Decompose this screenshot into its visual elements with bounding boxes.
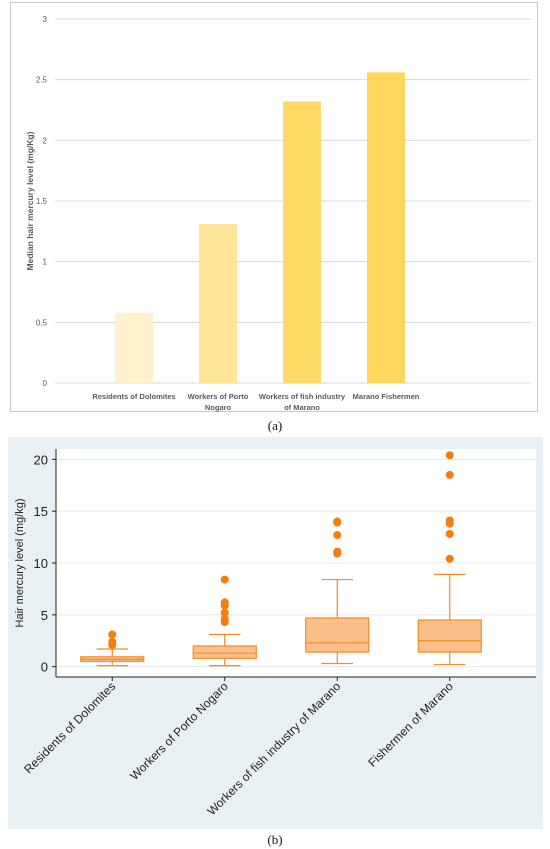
x-tick-label: Workers of fish industry	[259, 392, 346, 401]
box	[417, 619, 482, 653]
y-tick-label: 5	[41, 608, 48, 623]
outlier-point	[108, 637, 117, 646]
y-tick-label: 10	[34, 556, 48, 571]
x-tick-label: Nogaro	[205, 403, 232, 412]
bar	[283, 101, 321, 384]
bar-chart: 0 0.5 1 1.5 2 2.5 3 Residents of Dolomites Worke…	[25, 15, 531, 412]
caption-a: (a)	[267, 418, 283, 433]
y-tick-label: 0	[43, 379, 48, 388]
outlier-point	[445, 451, 454, 460]
y-tick-label: 20	[34, 452, 48, 467]
y-tick-label: 1.5	[36, 197, 48, 206]
x-tick-label: Marano Fishermen	[353, 392, 420, 401]
bar	[367, 72, 405, 384]
x-tick-label: Residents of Dolomites	[21, 679, 118, 776]
y-tick-label: 0.5	[36, 318, 48, 327]
x-tick-label: Workers of fish industry of Marano	[204, 679, 343, 818]
bar	[199, 224, 237, 383]
y-tick-label: 3	[43, 15, 48, 24]
y-axis-label: Hair mercury level (mg/kg)	[14, 499, 26, 628]
x-tick-label: Residents of Dolomites	[92, 392, 175, 401]
outlier-point	[220, 598, 229, 607]
outlier-point	[333, 517, 342, 526]
x-tick-label: Workers of Porto Nogaro	[127, 679, 231, 783]
outlier-point	[220, 575, 229, 584]
y-tick-label: 1	[43, 258, 48, 267]
y-tick-label: 0	[41, 660, 48, 675]
x-tick-label: Workers of Porto	[188, 392, 249, 401]
chart-panel-a: 0 0.5 1 1.5 2 2.5 3 Residents of Dolomites Worke…	[10, 2, 538, 412]
box	[192, 645, 257, 659]
outlier-point	[445, 554, 454, 563]
outlier-point	[445, 470, 454, 479]
outlier-point	[220, 608, 229, 617]
x-tick-label: Fishermen of Marano	[365, 679, 456, 770]
outlier-point	[108, 630, 117, 639]
y-tick-label: 2.5	[36, 76, 48, 85]
outlier-point	[220, 614, 229, 623]
x-tick-label: of Marano	[284, 403, 320, 412]
y-tick-label: 2	[43, 136, 48, 145]
chart-panel-b: 0 5 10 15 20 Residents of Dolomites Workers of…	[8, 437, 543, 829]
y-tick-label: 15	[34, 504, 48, 519]
box	[305, 617, 370, 653]
caption-b: (b)	[267, 832, 283, 847]
outlier-point	[333, 531, 342, 540]
outlier-point	[333, 547, 342, 556]
outlier-point	[445, 529, 454, 538]
y-axis-label: Median hair mercury level (mg/Kg)	[25, 131, 35, 270]
outlier-point	[445, 516, 454, 525]
bar	[115, 312, 153, 383]
